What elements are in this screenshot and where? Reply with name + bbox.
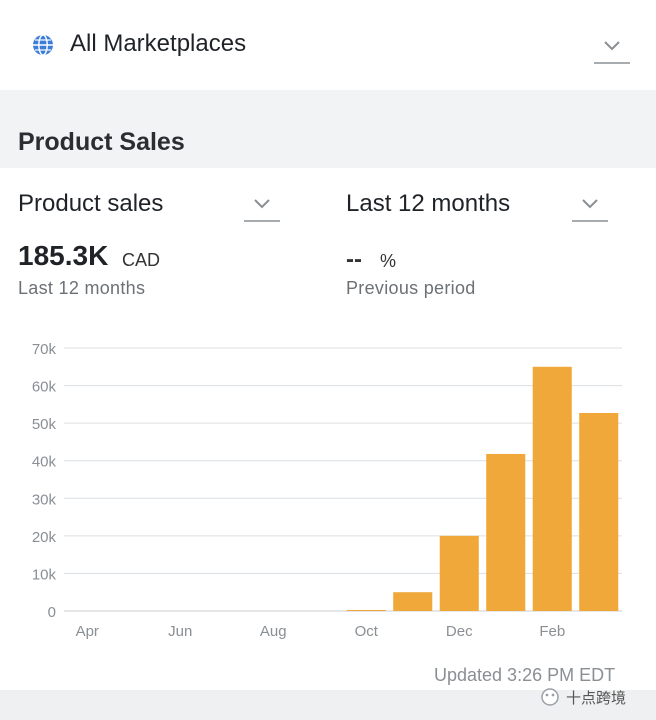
x-tick-label: Jun [168, 623, 192, 640]
section-title: Product Sales [18, 128, 185, 156]
x-tick-label: Feb [539, 623, 565, 640]
watermark-logo: 十点跨境 [541, 688, 626, 707]
dropdown-underline [594, 62, 630, 64]
bar-oct[interactable] [346, 610, 386, 611]
y-tick-label: 70k [32, 341, 57, 358]
metric-caption: Last 12 months [18, 278, 146, 298]
bar-dec[interactable] [439, 535, 479, 611]
chevron-down-icon[interactable] [252, 198, 272, 210]
y-tick-label: 30k [32, 491, 57, 508]
bar-feb[interactable] [532, 366, 572, 611]
chevron-down-icon[interactable] [580, 198, 600, 210]
comparison-caption: Previous period [346, 278, 476, 298]
bar-nov[interactable] [393, 592, 433, 611]
x-tick-label: Oct [355, 623, 379, 640]
comparison-value: -- [346, 246, 362, 273]
section-header [0, 90, 656, 168]
x-tick-label: Dec [446, 623, 473, 640]
dropdown-underline [572, 220, 608, 222]
sales-bar-chart: 0 10k 20k 30k 40k 50k 60k 70k Apr Jun Aug Oct Dec Feb [32, 341, 622, 640]
updated-timestamp: Updated 3:26 PM EDT [434, 665, 616, 685]
svg-text:十点跨境: 十点跨境 [566, 689, 626, 707]
metric-dropdown-label: Product sales [18, 190, 164, 217]
metric-unit: CAD [122, 250, 161, 270]
chevron-down-icon[interactable] [602, 40, 622, 52]
period-dropdown-label: Last 12 months [346, 190, 511, 217]
bar-jan[interactable] [486, 453, 526, 611]
marketplace-label: All Marketplaces [70, 30, 247, 57]
comparison-unit: % [380, 251, 397, 271]
y-tick-label: 10k [32, 566, 57, 583]
y-tick-label: 0 [48, 604, 56, 621]
y-tick-label: 40k [32, 454, 57, 471]
bar-mar[interactable] [579, 412, 619, 611]
dropdown-underline [244, 220, 280, 222]
x-tick-label: Apr [76, 623, 99, 640]
x-tick-label: Aug [260, 623, 287, 640]
marketplace-selector[interactable]: All Marketplaces [0, 0, 656, 90]
globe-icon [32, 34, 54, 56]
y-tick-label: 60k [32, 379, 57, 396]
metric-value: 185.3K [18, 240, 109, 271]
y-tick-label: 50k [32, 416, 57, 433]
y-tick-label: 20k [32, 529, 57, 546]
